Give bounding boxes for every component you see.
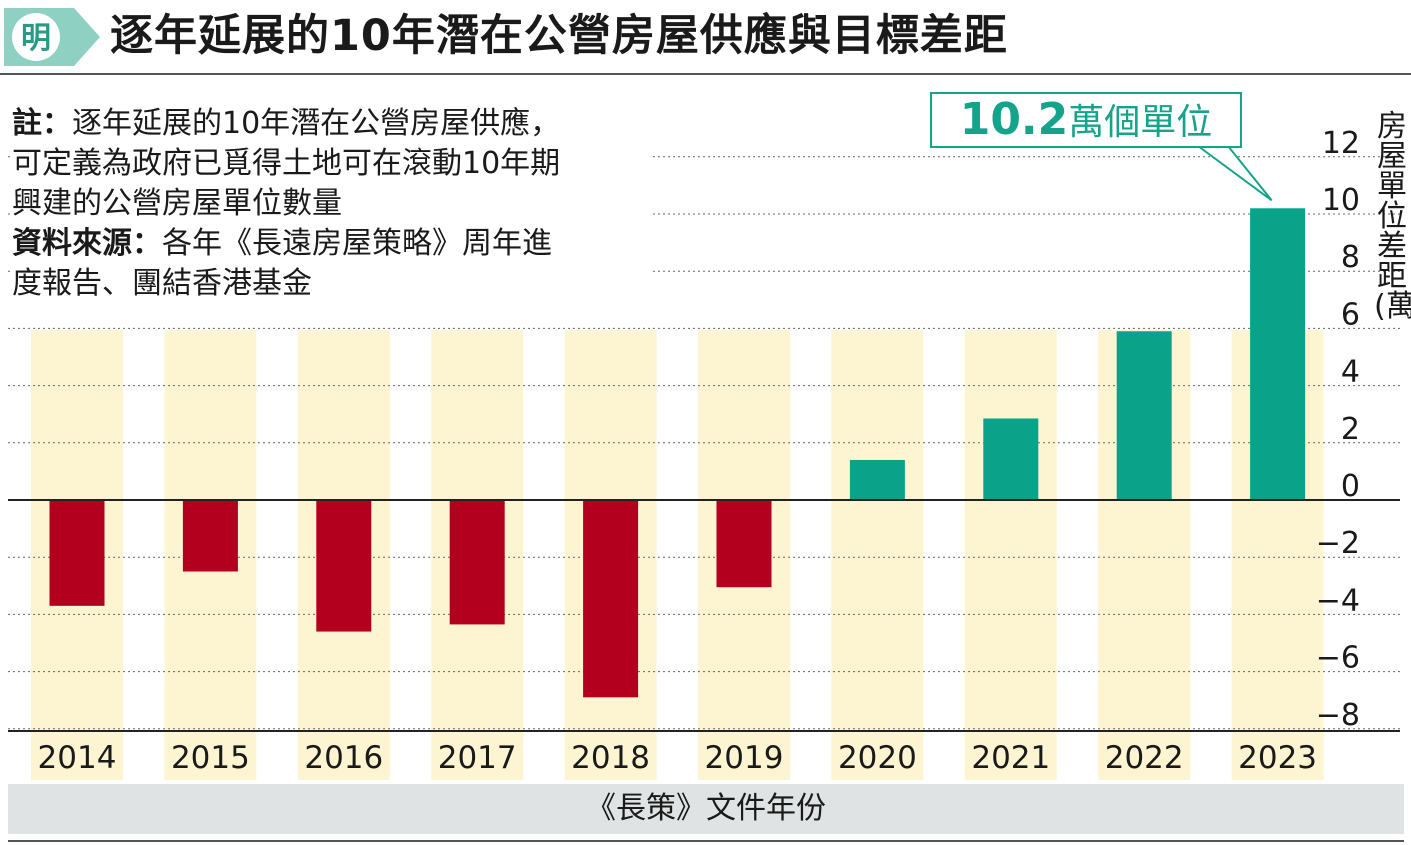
source-text-1: 各年《長遠房屋策略》周年進 bbox=[162, 226, 552, 261]
x-axis-label: 《長策》文件年份 bbox=[586, 791, 826, 826]
note-line-1: 註：逐年延展的10年潛在公營房屋供應， bbox=[12, 104, 652, 144]
notes-box: 註：逐年延展的10年潛在公營房屋供應， 可定義為政府已覓得土地可在滾動10年期 … bbox=[12, 104, 652, 304]
y-tick-label: 10 bbox=[1322, 183, 1360, 218]
y-tick-label: −8 bbox=[1316, 698, 1360, 733]
bar-2021 bbox=[983, 418, 1039, 500]
bar-2016 bbox=[316, 500, 372, 632]
x-tick-label-2019: 2019 bbox=[705, 740, 784, 776]
note-text-1: 逐年延展的10年潛在公營房屋供應， bbox=[72, 106, 561, 141]
x-tick-label-2015: 2015 bbox=[171, 740, 250, 776]
callout-value: 10.2 bbox=[959, 94, 1069, 145]
note-line-3: 興建的公營房屋單位數量 bbox=[12, 186, 342, 221]
y-tick-label: 8 bbox=[1341, 240, 1360, 275]
bar-2017 bbox=[449, 500, 505, 625]
source-label: 資料來源： bbox=[12, 226, 162, 261]
callout-unit: 萬個單位 bbox=[1068, 102, 1213, 143]
x-tick-labels: 2014 2015 2016 2017 2018 2019 2020 2021 2022 2023 bbox=[38, 740, 1318, 776]
zero-baseline bbox=[8, 499, 1400, 732]
y-tick-label: 4 bbox=[1341, 355, 1360, 390]
y-tick-label: −4 bbox=[1316, 583, 1360, 618]
bar-2022 bbox=[1116, 331, 1172, 500]
source-line-2: 度報告、團結香港基金 bbox=[12, 266, 312, 301]
bars bbox=[49, 208, 1306, 698]
y-tick-label: −2 bbox=[1316, 526, 1360, 561]
y-tick-label: 6 bbox=[1341, 297, 1360, 332]
x-tick-label-2021: 2021 bbox=[971, 740, 1050, 776]
x-tick-label-2022: 2022 bbox=[1105, 740, 1184, 776]
x-tick-label-2016: 2016 bbox=[304, 740, 383, 776]
y-tick-label: −6 bbox=[1316, 641, 1360, 676]
bar-2018 bbox=[583, 500, 639, 698]
source-line-1: 資料來源：各年《長遠房屋策略》周年進 bbox=[12, 224, 652, 264]
x-tick-label-2023: 2023 bbox=[1238, 740, 1317, 776]
y-tick-labels: 12 10 8 6 4 2 0 −2 −4 −6 −8 bbox=[1316, 126, 1360, 733]
column-band-2020 bbox=[831, 330, 924, 780]
y-tick-label: 0 bbox=[1341, 469, 1360, 504]
bottom-divider bbox=[8, 840, 1404, 842]
bar-2014 bbox=[49, 500, 105, 606]
y-axis-label: 房屋單位差距(萬) bbox=[1374, 109, 1411, 324]
bar-2020 bbox=[849, 459, 905, 500]
bar-2015 bbox=[182, 500, 238, 572]
callout-box: 10.2萬個單位 bbox=[930, 92, 1242, 148]
y-tick-label: 2 bbox=[1341, 412, 1360, 447]
logo-text: 明 bbox=[21, 21, 51, 56]
chart-title: 逐年延展的10年潛在公營房屋供應與目標差距 bbox=[110, 11, 1008, 61]
bar-2019 bbox=[716, 500, 772, 588]
note-line-2: 可定義為政府已覓得土地可在滾動10年期 bbox=[12, 146, 561, 181]
x-tick-label-2020: 2020 bbox=[838, 740, 917, 776]
note-label: 註： bbox=[12, 106, 72, 141]
header-divider bbox=[0, 73, 1411, 75]
x-tick-label-2018: 2018 bbox=[571, 740, 650, 776]
header: 明 逐年延展的10年潛在公營房屋供應與目標差距 bbox=[0, 0, 1411, 76]
x-tick-label-2017: 2017 bbox=[438, 740, 517, 776]
bar-2023 bbox=[1250, 208, 1306, 500]
x-axis-label-band bbox=[8, 784, 1404, 834]
x-tick-label-2014: 2014 bbox=[38, 740, 117, 776]
callout-pointer bbox=[1197, 145, 1273, 202]
ming-pao-logo-icon: 明 bbox=[4, 8, 100, 66]
column-band-2021 bbox=[964, 330, 1057, 780]
y-tick-label: 12 bbox=[1322, 126, 1360, 161]
